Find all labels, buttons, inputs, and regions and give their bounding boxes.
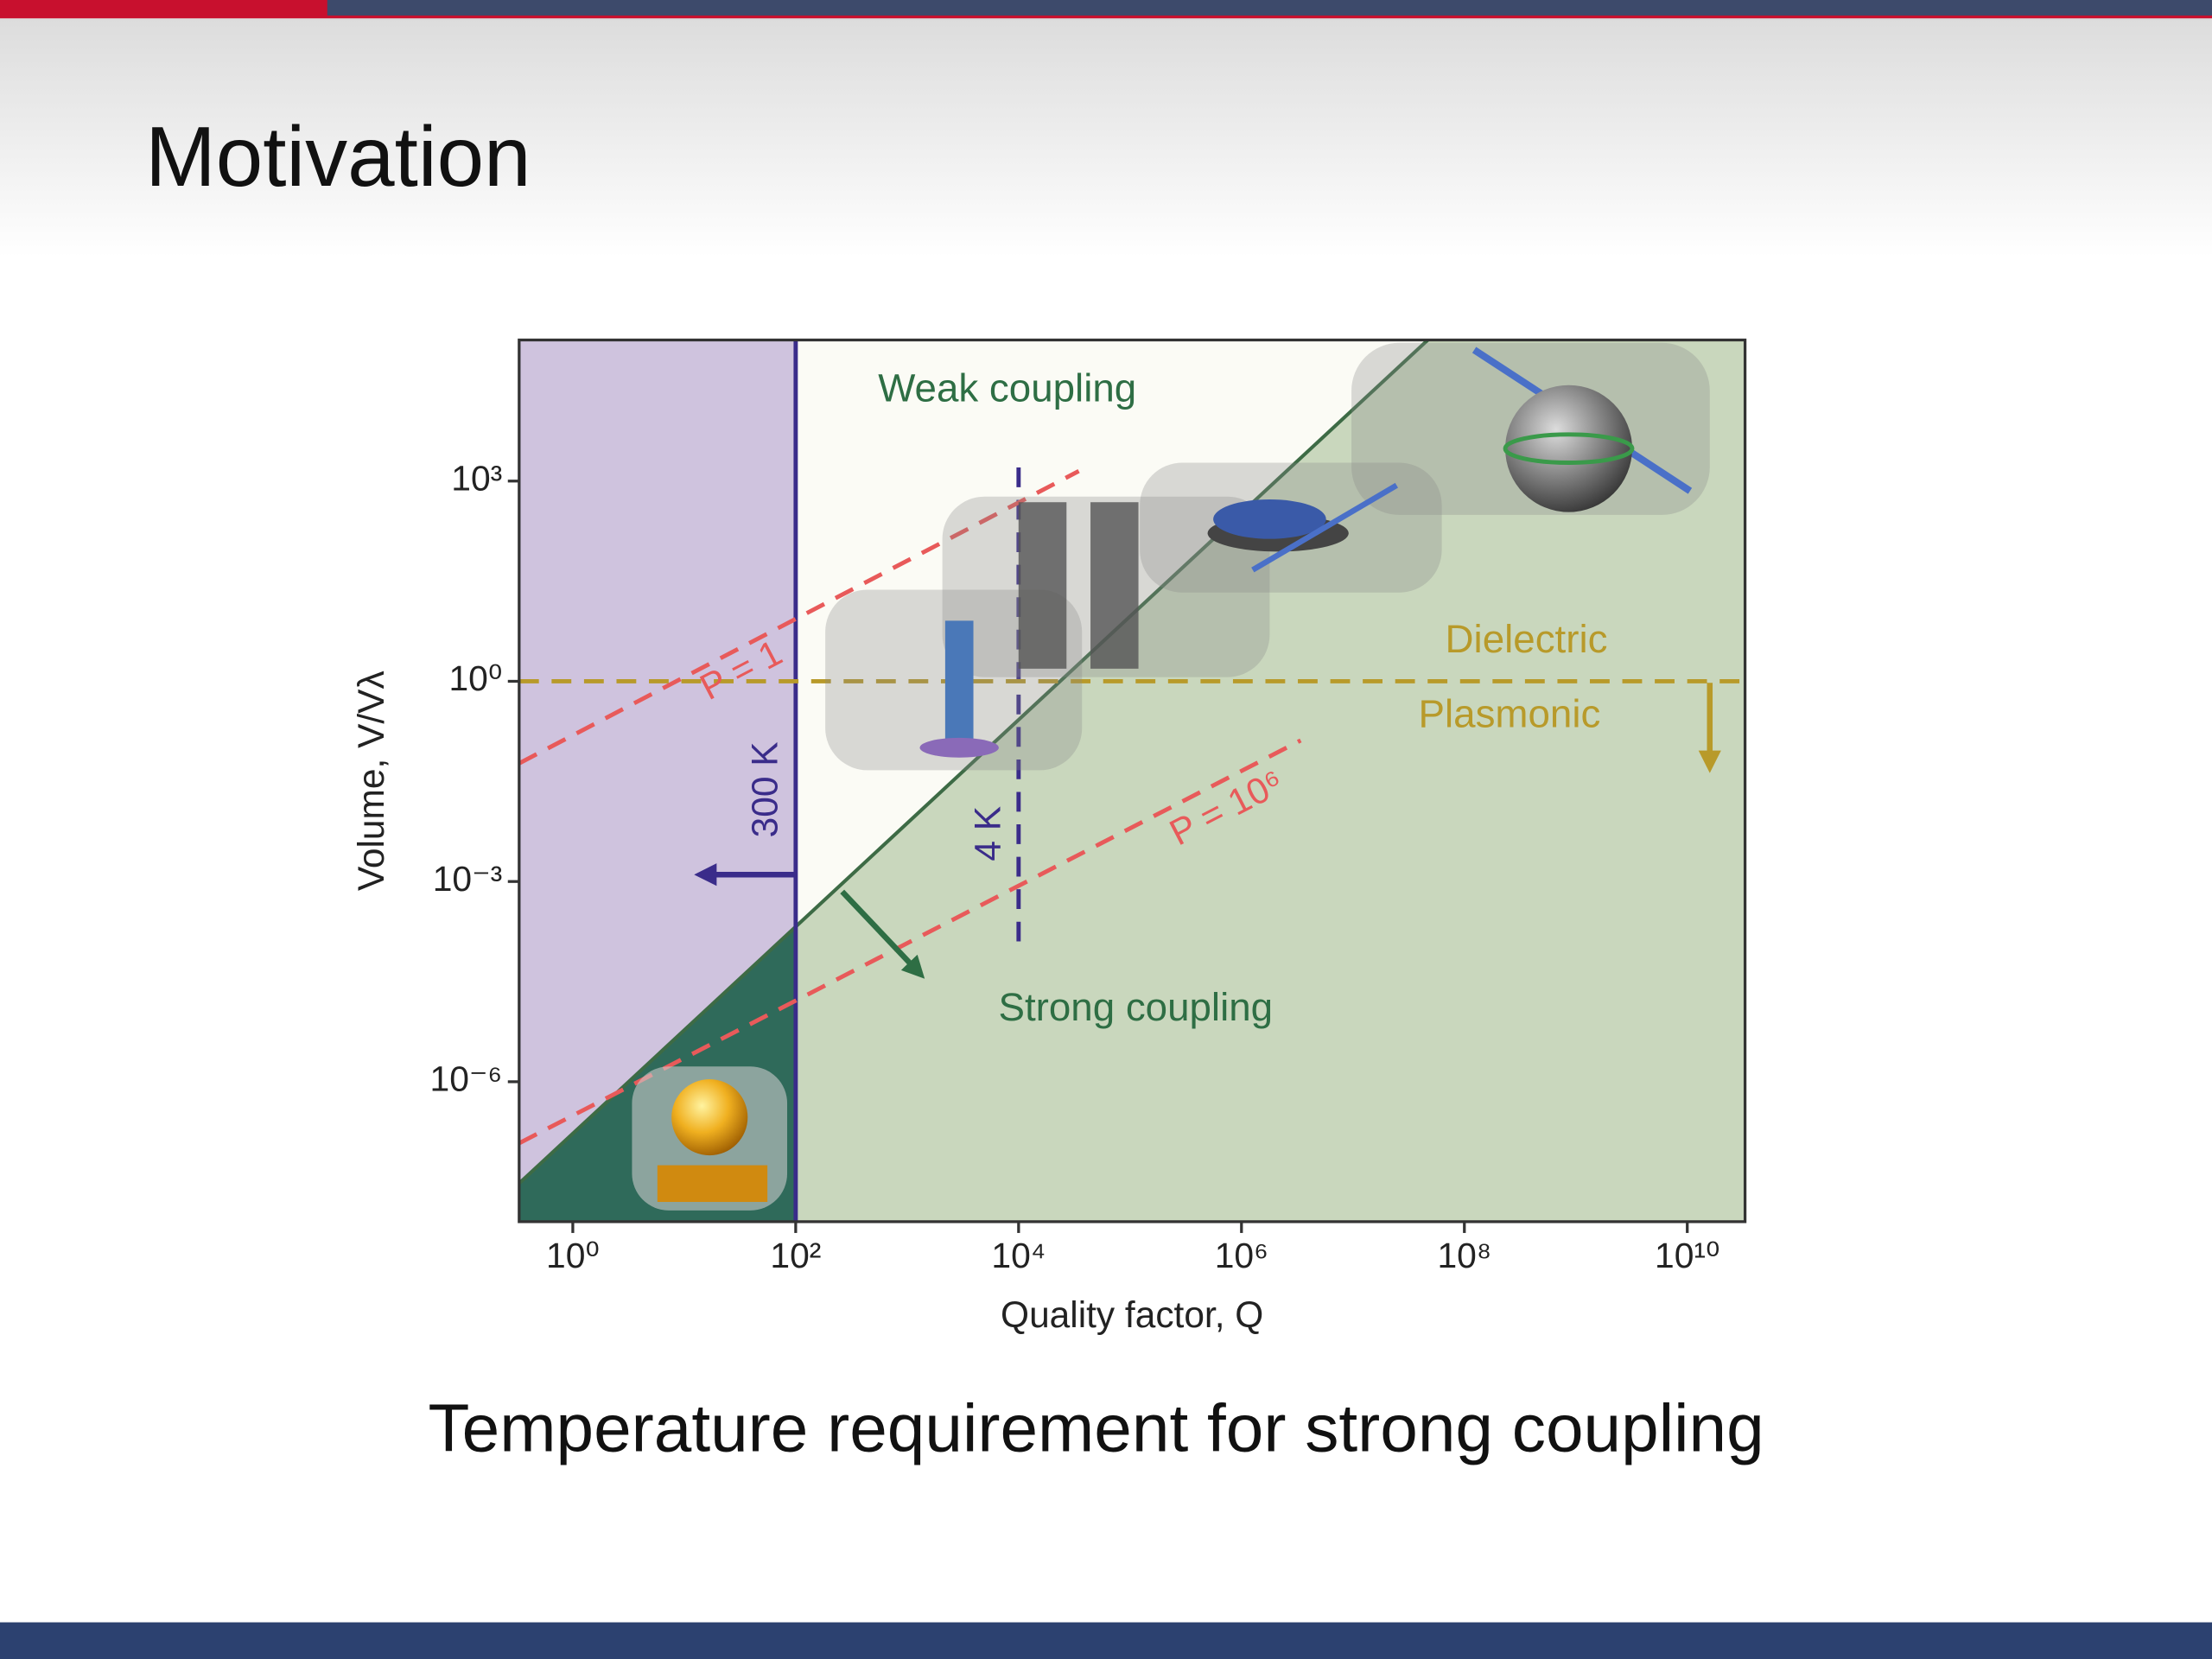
crystal — [1018, 502, 1067, 669]
top-bar-accent — [0, 0, 327, 17]
microsphere — [1505, 385, 1632, 512]
y-tick-label: 10⁻³ — [433, 859, 502, 899]
series-label: 4 K — [967, 806, 1007, 861]
y-tick-label: 10³ — [451, 459, 502, 499]
fiber — [1251, 482, 1398, 573]
device-icons — [632, 342, 1721, 1211]
pillar-base — [919, 737, 999, 758]
x-tick-label: 10⁶ — [1215, 1236, 1268, 1275]
gold-film — [657, 1165, 768, 1203]
slide-title: Motivation — [145, 109, 531, 204]
ring — [1503, 432, 1635, 465]
series-line — [518, 469, 1080, 766]
x-tick-label: 10⁰ — [546, 1236, 600, 1275]
strong-coupling-region — [518, 340, 1745, 1222]
crystal — [1090, 502, 1139, 669]
x-tick-label: 10² — [770, 1236, 821, 1275]
series-label: 300 K — [744, 741, 785, 837]
y-axis-title: Volume, V/Vλ — [351, 671, 391, 891]
top-rule — [0, 15, 2212, 19]
bottom-bar — [0, 1622, 2212, 1659]
nanoparticle — [671, 1078, 748, 1156]
annotation: Strong coupling — [998, 985, 1273, 1029]
x-tick-label: 10⁸ — [1437, 1236, 1491, 1275]
x-axis-title: Quality factor, Q — [1001, 1294, 1263, 1335]
y-tick-label: 10⁰ — [448, 658, 502, 698]
annotation: Plasmonic — [1419, 691, 1601, 735]
x-tick-label: 10¹⁰ — [1655, 1236, 1719, 1275]
pillar — [944, 620, 974, 751]
arrow — [840, 889, 925, 979]
annotation: Dielectric — [1446, 617, 1608, 661]
annotation: Weak coupling — [878, 365, 1136, 410]
disk-top — [1213, 499, 1326, 539]
header-bg — [0, 16, 2212, 257]
series-line — [518, 340, 1429, 1185]
caption: Temperature requirement for strong coupl… — [428, 1389, 1764, 1465]
x-tick-label: 10⁴ — [991, 1236, 1046, 1275]
top-bar — [0, 0, 2212, 17]
plot-frame — [518, 338, 1747, 1224]
y-tick-label: 10⁻⁶ — [430, 1059, 503, 1099]
